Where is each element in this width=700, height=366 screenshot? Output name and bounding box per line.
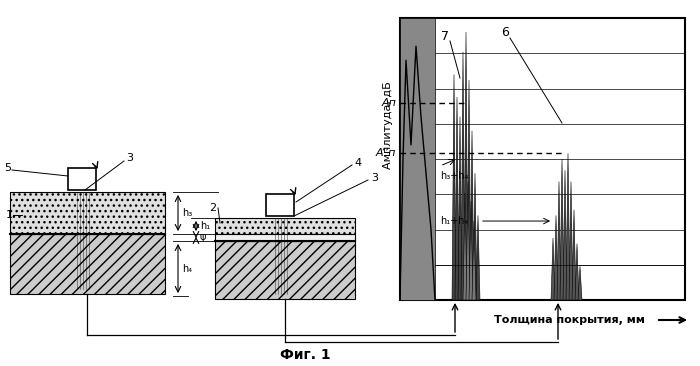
- Polygon shape: [469, 201, 473, 300]
- Polygon shape: [566, 153, 570, 300]
- Polygon shape: [569, 182, 573, 300]
- Polygon shape: [575, 244, 579, 300]
- Polygon shape: [554, 216, 558, 300]
- Polygon shape: [476, 216, 480, 300]
- Text: 3: 3: [372, 173, 379, 183]
- Bar: [215, 234, 355, 241]
- Bar: [400, 18, 435, 300]
- Bar: [215, 218, 355, 234]
- Polygon shape: [557, 182, 561, 300]
- Polygon shape: [461, 52, 465, 300]
- Polygon shape: [466, 182, 470, 300]
- Text: h₃+h₄: h₃+h₄: [440, 171, 468, 181]
- Bar: [266, 194, 294, 216]
- Text: A’’п: A’’п: [376, 148, 396, 158]
- Text: Толщина покрытия, мм: Толщина покрытия, мм: [494, 315, 645, 325]
- Polygon shape: [472, 221, 476, 300]
- Text: 5: 5: [4, 163, 11, 173]
- Text: ψ: ψ: [200, 232, 206, 243]
- Polygon shape: [572, 210, 576, 300]
- Polygon shape: [551, 238, 555, 300]
- Bar: [215, 241, 355, 299]
- Text: 6: 6: [501, 26, 509, 38]
- Bar: [400, 18, 685, 300]
- Polygon shape: [578, 266, 582, 300]
- Text: Aп: Aп: [381, 98, 396, 108]
- Polygon shape: [473, 173, 477, 300]
- Polygon shape: [463, 193, 467, 300]
- Text: 4: 4: [354, 158, 362, 168]
- Polygon shape: [560, 159, 564, 300]
- Text: 2: 2: [209, 203, 216, 213]
- Polygon shape: [455, 97, 459, 300]
- Text: 1: 1: [6, 210, 13, 220]
- Text: 7: 7: [441, 30, 449, 42]
- Text: 3: 3: [127, 153, 134, 163]
- Polygon shape: [452, 74, 456, 300]
- Polygon shape: [563, 170, 567, 300]
- Polygon shape: [470, 131, 474, 300]
- Polygon shape: [464, 32, 468, 300]
- Text: h₄: h₄: [182, 264, 192, 273]
- Text: h₁+h₄: h₁+h₄: [440, 216, 468, 226]
- Bar: [10, 192, 165, 234]
- Bar: [10, 234, 165, 294]
- Bar: [68, 168, 96, 190]
- Text: h₁: h₁: [200, 221, 210, 231]
- Text: Фиг. 1: Фиг. 1: [280, 348, 330, 362]
- Polygon shape: [467, 80, 471, 300]
- Text: Амплитуда, дБ: Амплитуда, дБ: [383, 81, 393, 169]
- Text: h₃: h₃: [182, 208, 192, 218]
- Polygon shape: [458, 117, 462, 300]
